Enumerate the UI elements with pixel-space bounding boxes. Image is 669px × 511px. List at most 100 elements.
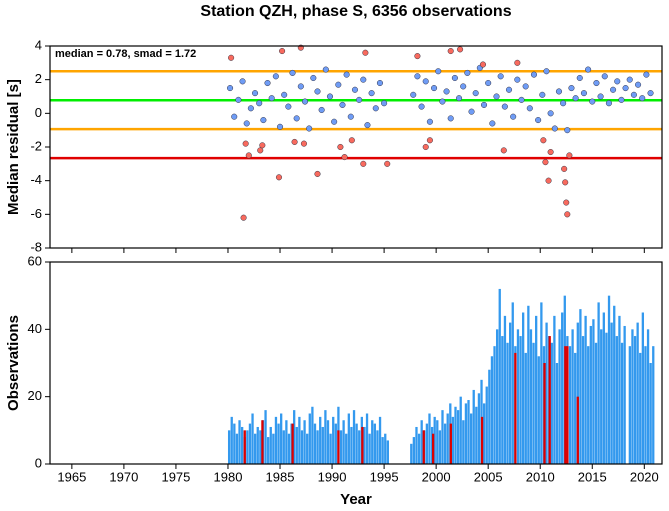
bar	[291, 423, 294, 464]
bar	[566, 346, 569, 464]
data-point	[259, 142, 266, 149]
bar	[509, 322, 512, 464]
bar	[371, 420, 374, 464]
bar	[410, 443, 413, 464]
y-tick-label: 4	[35, 37, 42, 52]
bar	[454, 406, 457, 464]
data-point	[431, 85, 438, 92]
bar	[537, 356, 540, 464]
bar	[587, 346, 590, 464]
bar	[451, 416, 455, 464]
bar	[329, 433, 332, 464]
bar	[584, 315, 587, 464]
x-tick-label: 1975	[161, 469, 190, 484]
data-point	[497, 73, 504, 80]
data-point	[272, 73, 279, 80]
x-tick-label: 2020	[630, 469, 659, 484]
bar	[631, 329, 634, 464]
data-point	[626, 76, 633, 83]
data-point	[561, 165, 568, 172]
data-point	[540, 137, 547, 144]
bar	[579, 309, 582, 464]
bar	[527, 305, 530, 464]
data-point	[426, 118, 433, 125]
bar	[345, 433, 348, 464]
data-point	[468, 108, 475, 115]
data-point	[360, 160, 367, 167]
bar	[441, 410, 444, 464]
data-point	[227, 85, 234, 92]
plot-frame	[49, 45, 663, 249]
data-point	[260, 117, 267, 124]
bar	[433, 416, 436, 464]
bar	[431, 433, 435, 464]
bar	[233, 423, 236, 464]
bar	[571, 329, 574, 464]
data-point	[257, 147, 264, 154]
bar	[277, 423, 280, 464]
bar	[646, 329, 650, 464]
data-point	[543, 68, 550, 75]
data-point	[251, 90, 259, 97]
data-point	[539, 91, 546, 98]
data-point	[381, 100, 388, 107]
bar	[449, 423, 452, 464]
bar	[514, 352, 517, 464]
bar	[475, 406, 478, 464]
bar	[274, 416, 278, 464]
bar	[607, 295, 611, 464]
data-point	[318, 106, 325, 114]
y-tick-label: 20	[28, 388, 42, 403]
data-point	[566, 152, 573, 159]
y-tick-label: 60	[28, 253, 42, 268]
data-point	[514, 59, 521, 66]
data-point	[647, 90, 654, 97]
bar	[498, 288, 501, 464]
bar	[495, 329, 499, 464]
bar	[306, 433, 309, 464]
data-point	[256, 100, 263, 107]
bar	[462, 420, 465, 464]
x-tick-label: 2005	[474, 469, 503, 484]
data-point	[314, 88, 321, 95]
bar	[524, 352, 527, 464]
bar	[446, 413, 449, 464]
bar	[321, 426, 324, 464]
bar	[548, 336, 551, 464]
bar	[267, 437, 270, 464]
data-point	[576, 74, 583, 82]
bar	[540, 302, 543, 464]
bar	[425, 423, 429, 464]
data-point	[351, 86, 359, 93]
x-axis-label: Year	[340, 491, 372, 508]
bar	[644, 346, 647, 464]
bar	[269, 426, 272, 464]
bar	[511, 302, 514, 464]
bar	[438, 430, 442, 464]
bar	[378, 416, 382, 464]
data-point	[564, 211, 571, 218]
data-point	[362, 49, 369, 56]
bar	[337, 430, 340, 464]
bar	[358, 430, 361, 464]
bar	[477, 393, 481, 464]
bar	[620, 342, 624, 464]
bar	[436, 420, 439, 464]
data-point	[331, 118, 338, 125]
data-point	[589, 98, 596, 105]
bar	[300, 430, 304, 464]
bar	[308, 413, 311, 464]
bar	[261, 420, 264, 464]
data-point	[451, 74, 458, 82]
data-point	[447, 115, 454, 122]
bar	[464, 403, 468, 464]
y-tick-label: 40	[28, 321, 42, 336]
data-point	[364, 122, 371, 129]
bar	[361, 426, 364, 464]
data-point	[341, 154, 348, 161]
data-point	[348, 137, 355, 144]
bar	[384, 433, 387, 464]
data-point	[526, 105, 533, 112]
data-point	[545, 177, 552, 184]
